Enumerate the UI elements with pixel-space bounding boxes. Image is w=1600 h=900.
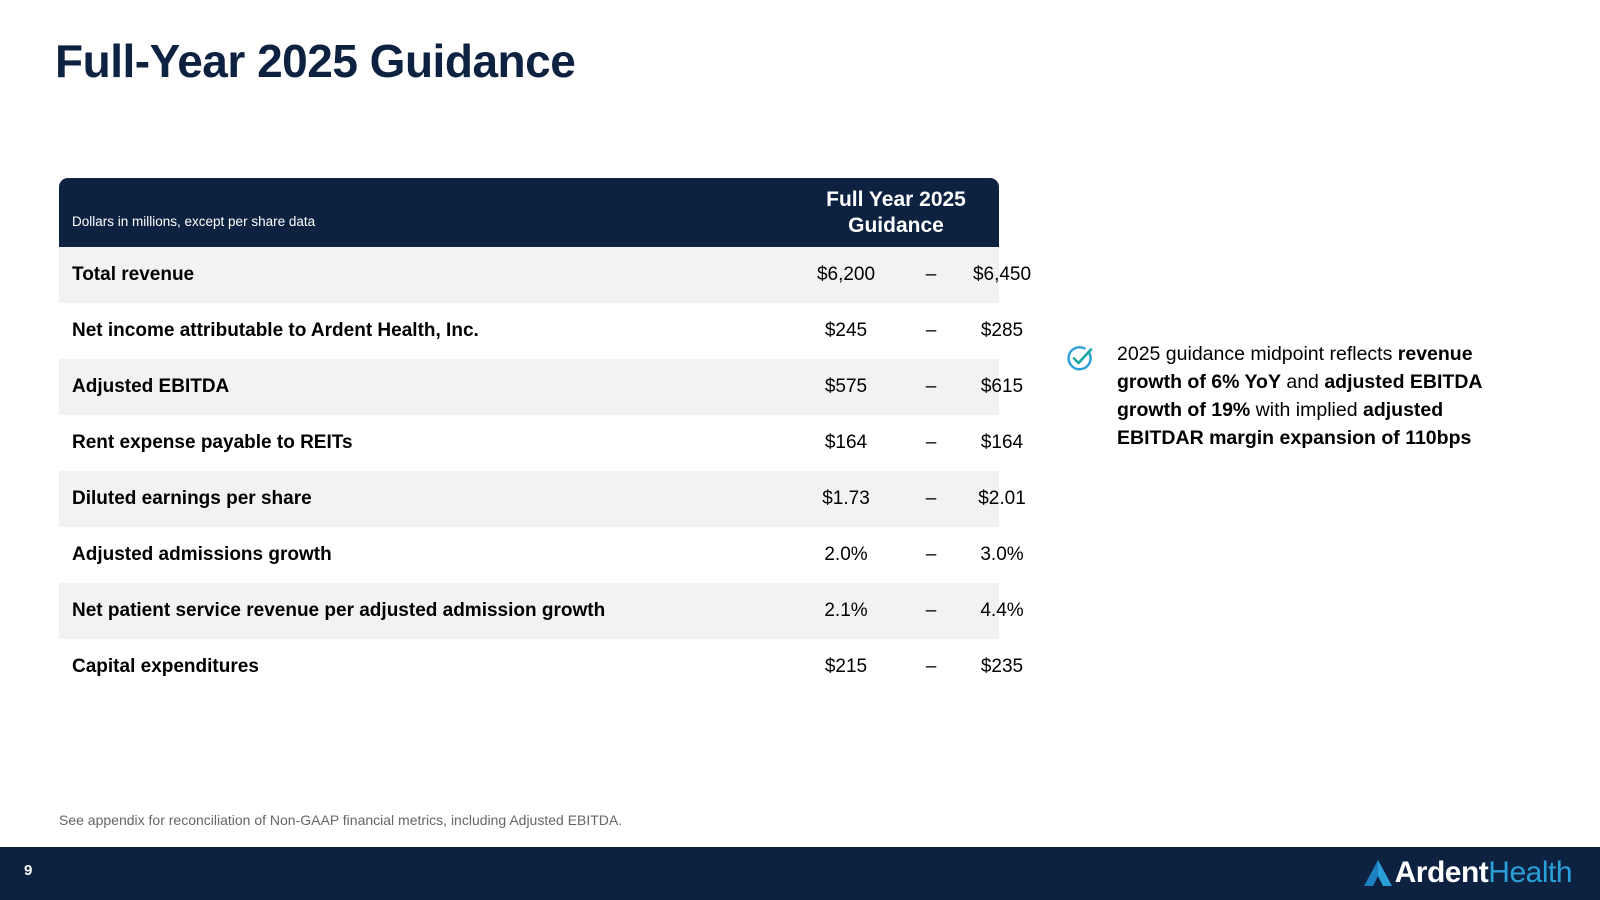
table-row: Diluted earnings per share $1.73 – $2.01 (59, 471, 1026, 527)
row-label: Adjusted EBITDA (72, 376, 230, 397)
units-note: Dollars in millions, except per share da… (72, 214, 316, 229)
callout-fragment: 2025 guidance midpoint reflects (1117, 343, 1398, 365)
page-number: 9 (24, 862, 33, 879)
callout-fragment: and (1280, 371, 1325, 393)
table-row: Net patient service revenue per adjusted… (59, 583, 1024, 639)
row-range-dash: – (925, 376, 937, 397)
row-high-value: $615 (980, 376, 1024, 397)
table-body: Total revenue $6,200 – $6,450 Net income att… (59, 247, 1031, 695)
table-row: Total revenue $6,200 – $6,450 (59, 247, 1031, 303)
footer-bar: 9 Ardent Health (0, 847, 1600, 900)
row-low-value: 2.0% (824, 544, 868, 565)
row-low-value: $1.73 (822, 488, 870, 509)
row-range-dash: – (925, 544, 937, 565)
callout-highlight: adjusted EBITDA growth of 19% (1117, 371, 1482, 421)
table-row: Capital expenditures $215 – $235 (59, 639, 1023, 695)
row-label: Adjusted admissions growth (72, 544, 332, 565)
row-high-value: 4.4% (980, 600, 1024, 621)
row-range-dash: – (925, 600, 937, 621)
check-circle-icon (1067, 346, 1093, 371)
table-row: Adjusted admissions growth 2.0% – 3.0% (59, 527, 1024, 583)
row-range-dash: – (925, 264, 937, 285)
column-header-guidance: Full Year 2025 Guidance (796, 187, 996, 239)
row-low-value: $6,200 (816, 264, 876, 285)
row-label: Net income attributable to Ardent Health… (72, 320, 479, 341)
callout-fragment: with implied (1250, 399, 1363, 421)
ardent-health-logo: Ardent Health (1363, 855, 1572, 891)
table-header: Dollars in millions, except per share da… (59, 178, 999, 247)
row-high-value: $235 (980, 656, 1024, 677)
callout-highlight: revenue growth of 6% YoY (1117, 343, 1473, 393)
row-high-value: $285 (980, 320, 1024, 341)
footnote: See appendix for reconciliation of Non-G… (59, 812, 623, 828)
row-label: Total revenue (72, 264, 195, 285)
ardent-logo-mark-icon (1363, 860, 1392, 886)
row-high-value: 3.0% (980, 544, 1024, 565)
row-high-value: $6,450 (972, 264, 1032, 285)
column-header-line1: Full Year 2025 (826, 188, 966, 211)
row-label: Diluted earnings per share (72, 488, 312, 509)
table-row: Net income attributable to Ardent Health… (59, 303, 1023, 359)
row-range-dash: – (925, 432, 937, 453)
table-row: Adjusted EBITDA $575 – $615 (59, 359, 1023, 415)
row-high-value: $164 (980, 432, 1024, 453)
row-range-dash: – (925, 320, 937, 341)
row-low-value: $164 (824, 432, 868, 453)
column-header-line2: Guidance (848, 214, 944, 237)
callout-highlight: adjusted EBITDAR margin expansion of 110… (1117, 399, 1472, 449)
callout-text: 2025 guidance midpoint reflects revenue … (1117, 340, 1497, 452)
page-title: Full-Year 2025 Guidance (55, 35, 576, 87)
row-range-dash: – (925, 488, 937, 509)
logo-word-ardent: Ardent (1394, 856, 1489, 889)
row-low-value: $245 (824, 320, 868, 341)
row-range-dash: – (925, 656, 937, 677)
row-label: Capital expenditures (72, 656, 259, 677)
row-low-value: $575 (824, 376, 868, 397)
table-row: Rent expense payable to REITs $164 – $164 (59, 415, 1023, 471)
row-low-value: $215 (824, 656, 868, 677)
logo-word-health: Health (1488, 856, 1572, 889)
row-label: Net patient service revenue per adjusted… (72, 600, 606, 621)
row-label: Rent expense payable to REITs (72, 432, 353, 453)
row-low-value: 2.1% (824, 600, 868, 621)
guidance-table: Dollars in millions, except per share da… (59, 178, 1031, 695)
row-high-value: $2.01 (978, 488, 1026, 509)
